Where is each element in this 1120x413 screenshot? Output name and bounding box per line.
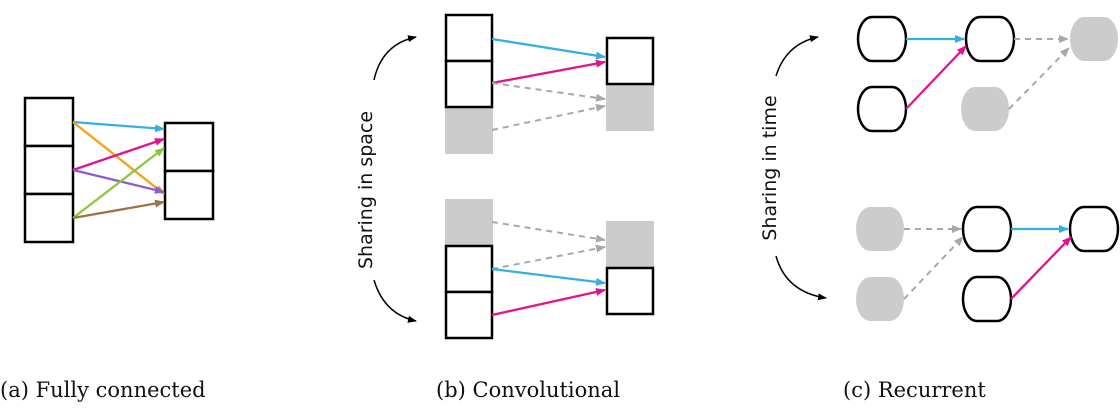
rnn-arrow-magenta xyxy=(1010,236,1072,300)
fc-connections xyxy=(72,120,165,220)
conv-arrow-gray xyxy=(491,221,606,243)
panel-fully-connected xyxy=(23,96,215,244)
curve-arrow-down xyxy=(775,255,827,301)
conv-arrow-gray xyxy=(491,244,606,270)
input-unit xyxy=(444,290,494,340)
conv-arrow-blue xyxy=(491,37,606,60)
input-unit xyxy=(23,96,75,148)
fc-arrow-purple xyxy=(72,168,165,194)
input-unit-inactive xyxy=(445,106,493,154)
panel-convolutional: Sharing in space xyxy=(355,13,655,340)
rnn-top xyxy=(856,15,1118,133)
fc-arrow-green xyxy=(72,147,165,219)
output-layer xyxy=(163,121,215,221)
rnn-arrow-magenta xyxy=(905,45,967,110)
rnn-cell-inactive xyxy=(856,207,904,251)
rnn-cell-inactive xyxy=(1070,17,1118,61)
output-unit xyxy=(163,169,215,221)
rnn-arrow-gray xyxy=(1008,47,1070,110)
rnn-bottom xyxy=(856,205,1120,323)
rnn-cell xyxy=(964,15,1016,63)
caption-convolutional: (b) Convolutional xyxy=(436,378,621,402)
conv-arrow-magenta xyxy=(491,59,606,85)
rnn-cell xyxy=(856,85,908,133)
caption-fully-connected: (a) Fully connected xyxy=(0,378,206,402)
rnn-cell xyxy=(961,275,1013,323)
output-unit xyxy=(163,121,215,173)
input-layer xyxy=(23,96,75,244)
output-unit-inactive xyxy=(606,83,654,131)
fc-arrow-brown xyxy=(72,199,165,220)
rnn-cell xyxy=(856,15,908,63)
curve-arrow-up xyxy=(373,35,417,81)
input-unit-inactive xyxy=(445,199,493,247)
caption-recurrent: (c) Recurrent xyxy=(843,378,986,402)
input-unit xyxy=(23,192,75,244)
curve-arrow-up xyxy=(775,35,819,77)
input-unit xyxy=(444,244,494,294)
conv-arrow-magenta xyxy=(491,288,606,317)
conv-top xyxy=(444,13,655,154)
fc-arrow-orange xyxy=(72,121,165,195)
conv-bottom xyxy=(444,199,655,340)
fc-arrow-magenta xyxy=(72,137,165,172)
input-unit xyxy=(444,13,494,63)
rnn-cell-inactive xyxy=(961,87,1009,131)
output-unit-inactive xyxy=(606,221,654,269)
conv-arrow-gray xyxy=(491,82,606,102)
conv-arrow-gray xyxy=(491,103,606,131)
sharing-space-label: Sharing in space xyxy=(355,111,377,269)
output-unit xyxy=(605,266,655,316)
rnn-cell-inactive xyxy=(856,277,904,321)
input-unit xyxy=(444,59,494,109)
output-unit xyxy=(605,36,655,86)
input-unit xyxy=(23,144,75,196)
rnn-arrow-gray xyxy=(903,236,964,300)
sharing-time-label: Sharing in time xyxy=(759,95,781,240)
panel-recurrent: Sharing in time xyxy=(759,15,1120,323)
rnn-cell xyxy=(1068,205,1120,253)
curve-arrow-down xyxy=(373,279,417,323)
conv-arrow-blue xyxy=(491,267,606,286)
rnn-cell xyxy=(961,205,1013,253)
fc-arrow-blue xyxy=(72,120,165,133)
